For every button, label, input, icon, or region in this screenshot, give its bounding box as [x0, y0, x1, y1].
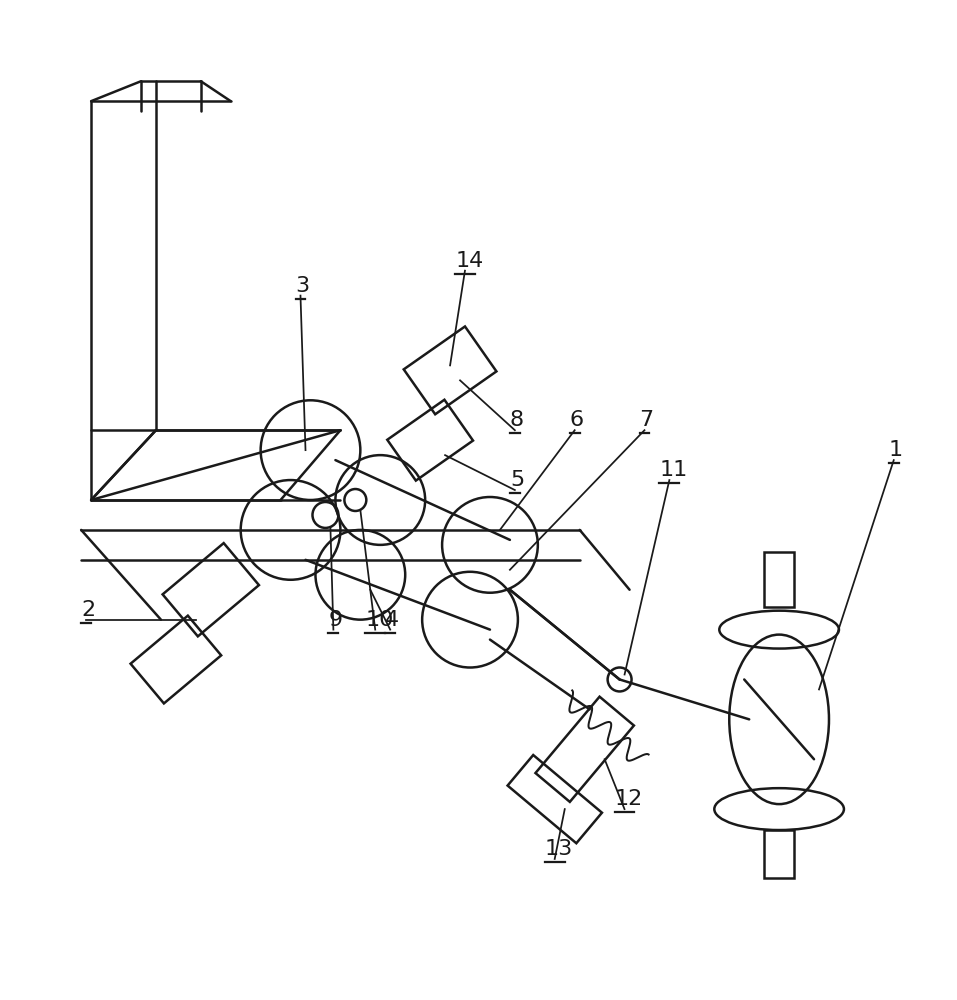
Text: 1: 1 [889, 440, 903, 460]
Text: 4: 4 [386, 610, 399, 630]
Text: 10: 10 [366, 610, 393, 630]
Bar [765, 552, 794, 607]
Text: 13: 13 [545, 839, 573, 859]
Text: 7: 7 [639, 410, 654, 430]
Bar [507, 755, 602, 843]
Text: 12: 12 [614, 789, 643, 809]
Bar [404, 326, 497, 414]
Bar [130, 616, 221, 703]
Text: 9: 9 [328, 610, 343, 630]
Text: 11: 11 [659, 460, 688, 480]
Bar [388, 400, 473, 481]
Bar [536, 697, 634, 802]
Bar [765, 830, 794, 878]
Text: 2: 2 [81, 600, 96, 620]
Text: 6: 6 [569, 410, 584, 430]
Text: 8: 8 [510, 410, 524, 430]
Text: 14: 14 [456, 251, 483, 271]
Text: 5: 5 [510, 470, 524, 490]
Bar [163, 543, 259, 636]
Text: 3: 3 [296, 276, 310, 296]
